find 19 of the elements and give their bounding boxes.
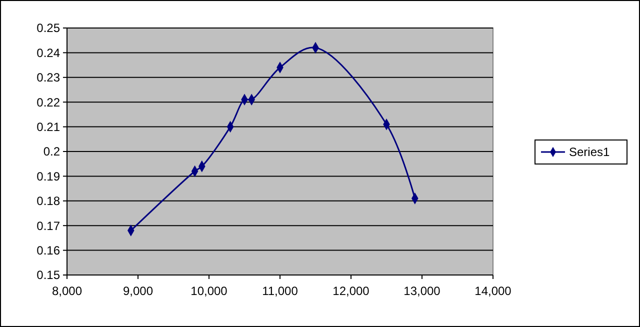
x-tick-label: 10,000 bbox=[190, 284, 228, 298]
x-tick-label: 14,000 bbox=[474, 284, 512, 298]
y-tick-label: 0.23 bbox=[36, 70, 60, 85]
x-tick-label: 13,000 bbox=[404, 284, 441, 298]
x-tick-label: 12,000 bbox=[332, 284, 370, 298]
y-tick-label: 0.19 bbox=[36, 169, 60, 184]
y-tick-label: 0.16 bbox=[36, 244, 60, 258]
y-tick-label: 0.24 bbox=[36, 46, 60, 60]
y-tick-label: 0.21 bbox=[36, 120, 60, 134]
y-tick-label: 0.18 bbox=[36, 194, 60, 208]
y-tick-label: 0.17 bbox=[36, 218, 60, 233]
y-tick-label: 0.22 bbox=[36, 95, 60, 110]
y-tick-label: 0.2 bbox=[43, 144, 60, 159]
y-tick-label: 0.15 bbox=[36, 268, 60, 282]
x-tick-label: 9,000 bbox=[122, 284, 154, 298]
x-tick-label: 8,000 bbox=[52, 284, 82, 298]
legend-label: Series1 bbox=[569, 145, 610, 160]
x-tick-label: 11,000 bbox=[262, 284, 298, 298]
y-tick-label: 0.25 bbox=[36, 21, 60, 36]
